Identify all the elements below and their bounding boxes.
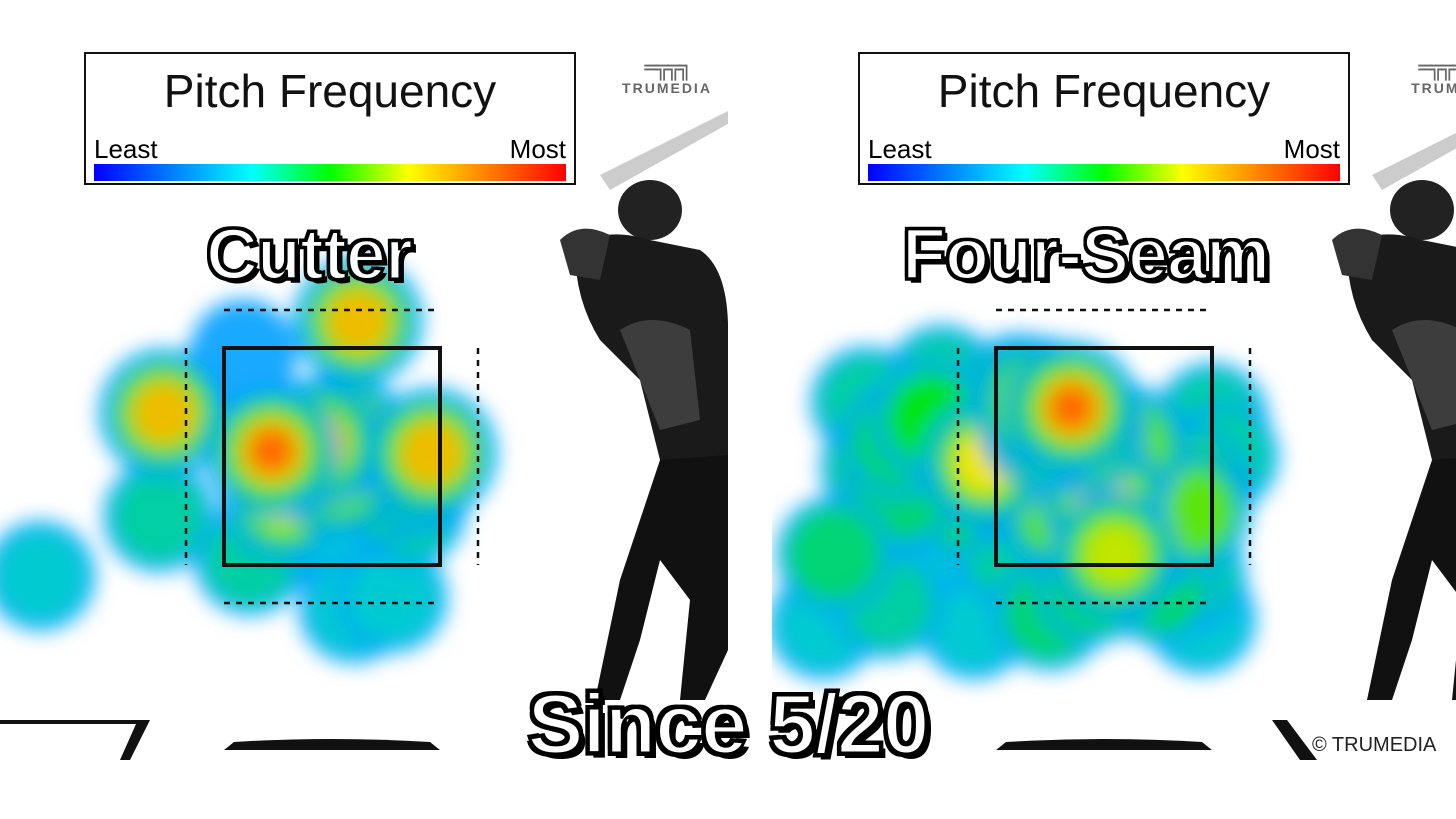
legend-least-label: Least xyxy=(94,134,158,164)
trumedia-logo: ═╦╦╗ TRUME xyxy=(1386,56,1456,97)
pitch-frequency-legend: Pitch Frequency Least Most xyxy=(84,52,576,185)
batter-box-line xyxy=(0,720,150,760)
heat-point xyxy=(131,381,196,446)
cutter-label: Cutter xyxy=(205,214,415,297)
batter-legs xyxy=(1367,458,1456,700)
batter-silhouette xyxy=(560,111,728,700)
batter-arms xyxy=(1332,228,1382,280)
copyright-text: © TRUMEDIA xyxy=(1312,734,1437,756)
heat-point xyxy=(0,530,87,622)
heat-point xyxy=(785,505,883,603)
batter-shading xyxy=(620,320,700,430)
heatmap-layer xyxy=(772,324,1279,680)
batter-arms xyxy=(560,228,610,280)
trumedia-logo-text: TRUME xyxy=(1411,80,1456,96)
batter-shading xyxy=(1392,320,1456,430)
heat-point xyxy=(1049,385,1094,430)
trumedia-logo: ═╦╦╗ TRUMEDIA xyxy=(612,56,722,97)
four-seam-heatmap xyxy=(772,133,1456,760)
legend-title: Pitch Frequency xyxy=(163,65,497,117)
bat-shape xyxy=(1372,133,1456,190)
heatmap-layer xyxy=(0,256,497,664)
heat-point xyxy=(346,551,439,644)
heat-point xyxy=(112,469,206,563)
legend-title: Pitch Frequency xyxy=(937,65,1271,117)
batter-helmet xyxy=(1390,180,1454,240)
batter-helmet xyxy=(618,180,682,240)
four-seam-panel: Pitch Frequency Least Most ═╦╦╗ TRUME Fo… xyxy=(772,0,1456,819)
home-plate xyxy=(224,739,440,750)
cutter-panel: Pitch Frequency Least Most ═╦╦╗ TRUMEDIA… xyxy=(0,52,728,760)
strike-zone xyxy=(994,346,1214,567)
trumedia-logo-icon: ═╦╦╗ xyxy=(644,56,692,81)
bat-shape xyxy=(600,111,728,190)
pitch-frequency-legend: Pitch Frequency Least Most xyxy=(858,52,1350,185)
heat-point xyxy=(249,429,294,473)
heat-point xyxy=(398,420,464,486)
home-plate xyxy=(996,739,1212,750)
legend-least-label: Least xyxy=(868,134,932,164)
batter-silhouette xyxy=(1332,133,1456,700)
heat-point xyxy=(325,288,390,353)
batter-box-line xyxy=(1272,720,1317,760)
legend-color-bar xyxy=(868,164,1340,181)
legend-color-bar xyxy=(94,164,566,181)
legend-most-label: Most xyxy=(509,134,566,164)
heat-point xyxy=(1083,523,1146,586)
strike-zone xyxy=(222,346,442,567)
batter-legs xyxy=(595,455,728,700)
trumedia-logo-icon: ═╦╦╗ xyxy=(1418,56,1456,81)
four-seam-label: Four-Seam xyxy=(900,214,1271,297)
trumedia-logo-text: TRUMEDIA xyxy=(622,80,712,96)
legend-most-label: Most xyxy=(1283,134,1340,164)
cutter-heatmap xyxy=(0,111,728,760)
since-date-caption: Since 5/20 xyxy=(526,676,931,773)
